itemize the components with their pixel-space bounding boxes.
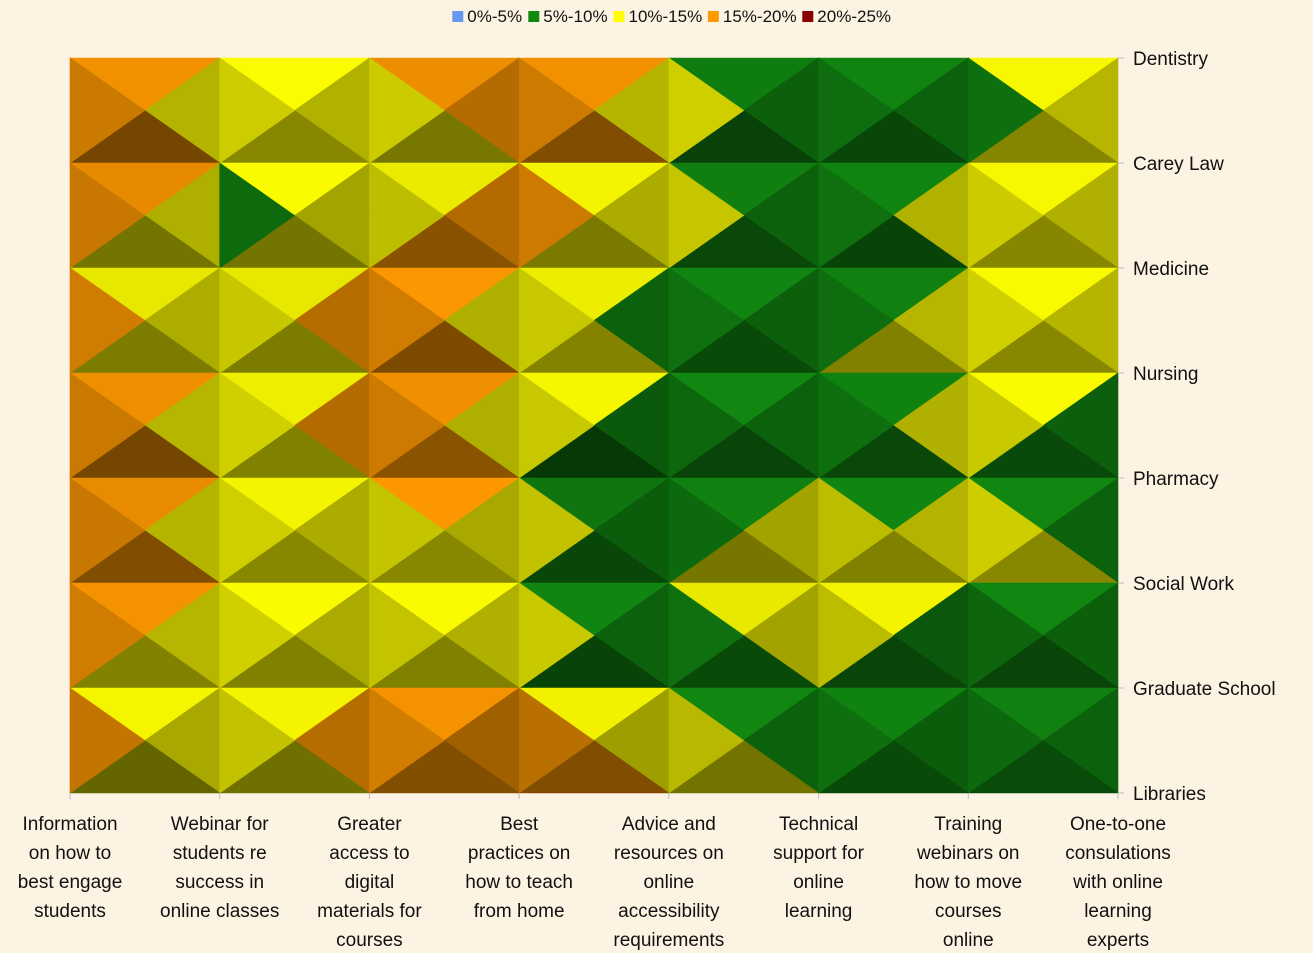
legend-label: 15%-20% xyxy=(723,7,797,26)
plot-area xyxy=(69,57,1124,799)
surface-facet xyxy=(219,687,296,794)
surface-facet xyxy=(219,267,296,374)
surface-facet xyxy=(369,267,445,374)
surface-facet xyxy=(818,477,894,584)
surface-facet xyxy=(668,162,745,269)
legend-label: 0%-5% xyxy=(467,7,522,26)
surface-facet xyxy=(219,582,296,689)
surface-facet xyxy=(967,687,1044,794)
surface-facet xyxy=(518,267,595,374)
surface-facet xyxy=(818,687,894,794)
legend-label: 10%-15% xyxy=(629,7,703,26)
surface-facet xyxy=(369,162,445,269)
surface-facet xyxy=(818,162,894,269)
surface-facet xyxy=(219,372,296,479)
row-label: Carey Law xyxy=(1133,154,1224,175)
surface-facet xyxy=(967,477,1044,584)
legend-label: 5%-10% xyxy=(543,7,607,26)
surface-facet xyxy=(818,582,894,689)
row-label: Medicine xyxy=(1133,259,1209,280)
surface-facet xyxy=(668,57,745,164)
surface-facet xyxy=(369,477,445,584)
column-label: Information on how to best engage students xyxy=(18,814,123,922)
surface-facet xyxy=(69,267,146,374)
surface-facet xyxy=(518,57,595,164)
column-label: Advice and resources on online accessibilit… xyxy=(613,814,724,951)
legend-entry: 20%-25% xyxy=(802,7,891,26)
row-label: Graduate School xyxy=(1133,679,1276,700)
legend-label: 20%-25% xyxy=(817,7,891,26)
surface-facet xyxy=(668,372,745,479)
column-label: Technical support for online learning xyxy=(773,814,864,922)
surface-facet xyxy=(967,267,1044,374)
row-label: Social Work xyxy=(1133,574,1235,595)
column-labels: Information on how to best engage students W… xyxy=(18,814,1171,951)
row-label: Pharmacy xyxy=(1133,469,1219,490)
surface-facet xyxy=(69,477,146,584)
column-label: Greater access to digital materials for cour… xyxy=(317,814,422,951)
surface-facet xyxy=(668,687,745,794)
column-label: One-to-one consulations with online learnin… xyxy=(1065,814,1171,951)
legend-entry: 0%-5% xyxy=(452,7,522,26)
surface-facet xyxy=(967,162,1044,269)
legend: 0%-5% 5%-10% 10%-15% 15%-20% 20%-25% xyxy=(452,7,891,26)
surface-facet xyxy=(967,57,1044,164)
surface-facet xyxy=(219,477,296,584)
legend-swatch xyxy=(802,11,814,22)
legend-swatch xyxy=(707,11,719,22)
column-label: Training webinars on how to move courses onl… xyxy=(914,814,1022,951)
surface-facet xyxy=(219,162,296,269)
surface-facet xyxy=(69,57,146,164)
legend-swatch xyxy=(528,11,540,22)
surface-facet xyxy=(369,372,445,479)
legend-entry: 15%-20% xyxy=(707,7,797,26)
row-label: Libraries xyxy=(1133,784,1206,805)
row-label: Dentistry xyxy=(1133,49,1208,70)
surface-facet xyxy=(369,57,445,164)
surface-facet xyxy=(518,582,595,689)
row-label: Nursing xyxy=(1133,364,1198,385)
surface-facet xyxy=(369,687,445,794)
surface-facet xyxy=(69,582,146,689)
legend-entry: 5%-10% xyxy=(528,7,608,26)
surface-facet xyxy=(668,477,745,584)
column-label: Webinar for students re success in online c… xyxy=(160,814,279,922)
surface-facet xyxy=(818,57,894,164)
surface-facet xyxy=(967,582,1044,689)
legend-swatch xyxy=(452,11,464,22)
surface-facet xyxy=(518,162,595,269)
surface-facet xyxy=(818,267,894,374)
surface-facet xyxy=(518,477,595,584)
surface-facet xyxy=(69,372,146,479)
surface-facet xyxy=(518,372,595,479)
surface-facet xyxy=(69,162,146,269)
surface-facet xyxy=(818,372,894,479)
column-label: Best practices on how to teach from home xyxy=(465,814,573,922)
surface-facet xyxy=(219,57,296,164)
surface-facet xyxy=(69,687,146,794)
surface-facet xyxy=(369,582,445,689)
legend-swatch xyxy=(613,11,625,22)
surface-facet xyxy=(518,687,595,794)
legend-entry: 10%-15% xyxy=(613,7,703,26)
row-labels: Dentistry Carey Law Medicine Nursing Pharmac… xyxy=(1133,49,1276,805)
surface-facet xyxy=(967,372,1044,479)
surface-facet xyxy=(668,582,745,689)
surface-facet xyxy=(668,267,745,374)
